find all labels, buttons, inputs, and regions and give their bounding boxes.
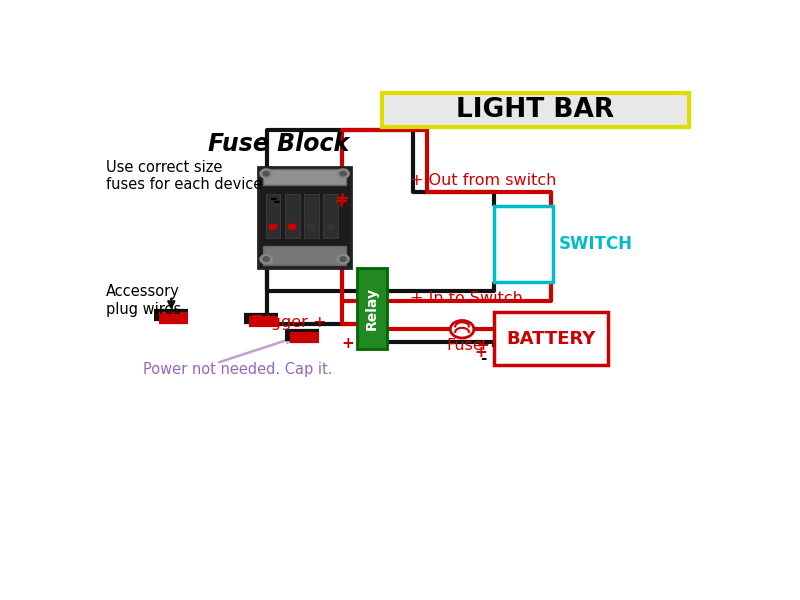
Text: BATTERY: BATTERY [506, 329, 595, 347]
Bar [285, 194, 300, 238]
Circle shape [327, 224, 334, 230]
Text: -: - [480, 351, 486, 366]
Text: Fuse Block: Fuse Block [209, 131, 350, 155]
Text: +: + [333, 193, 348, 211]
Text: Power not needed. Cap it.: Power not needed. Cap it. [143, 362, 333, 377]
Bar [263, 169, 346, 185]
Text: + Out from switch: + Out from switch [410, 173, 556, 188]
Circle shape [450, 320, 474, 338]
Circle shape [308, 224, 315, 230]
Circle shape [337, 254, 350, 264]
Text: + In to Switch: + In to Switch [410, 291, 523, 306]
Text: Fuse: Fuse [446, 338, 482, 353]
Bar [266, 194, 281, 238]
Text: -: - [273, 193, 281, 211]
Bar [358, 268, 387, 349]
Text: Accessory
plug wires: Accessory plug wires [106, 284, 182, 317]
Bar [382, 93, 689, 127]
Text: +: + [342, 335, 354, 350]
Bar [263, 246, 346, 265]
Text: SWITCH: SWITCH [558, 235, 633, 253]
Bar [323, 194, 338, 238]
Text: +: + [477, 338, 490, 353]
Circle shape [263, 172, 270, 176]
Circle shape [260, 254, 272, 264]
Text: Relay: Relay [365, 287, 379, 330]
Text: +: + [334, 190, 350, 208]
Bar [304, 194, 319, 238]
Text: +: + [474, 345, 487, 360]
Circle shape [340, 257, 346, 262]
Circle shape [270, 224, 277, 230]
Circle shape [289, 224, 296, 230]
Bar [494, 312, 608, 365]
Circle shape [340, 172, 346, 176]
Text: -: - [270, 190, 278, 208]
Circle shape [260, 169, 272, 178]
Text: Trigger +: Trigger + [252, 315, 326, 330]
Bar [494, 206, 553, 282]
Bar [258, 167, 351, 268]
Circle shape [263, 257, 270, 262]
Circle shape [337, 169, 350, 178]
Text: Use correct size
fuses for each device: Use correct size fuses for each device [106, 160, 262, 192]
Text: LIGHT BAR: LIGHT BAR [456, 97, 614, 123]
